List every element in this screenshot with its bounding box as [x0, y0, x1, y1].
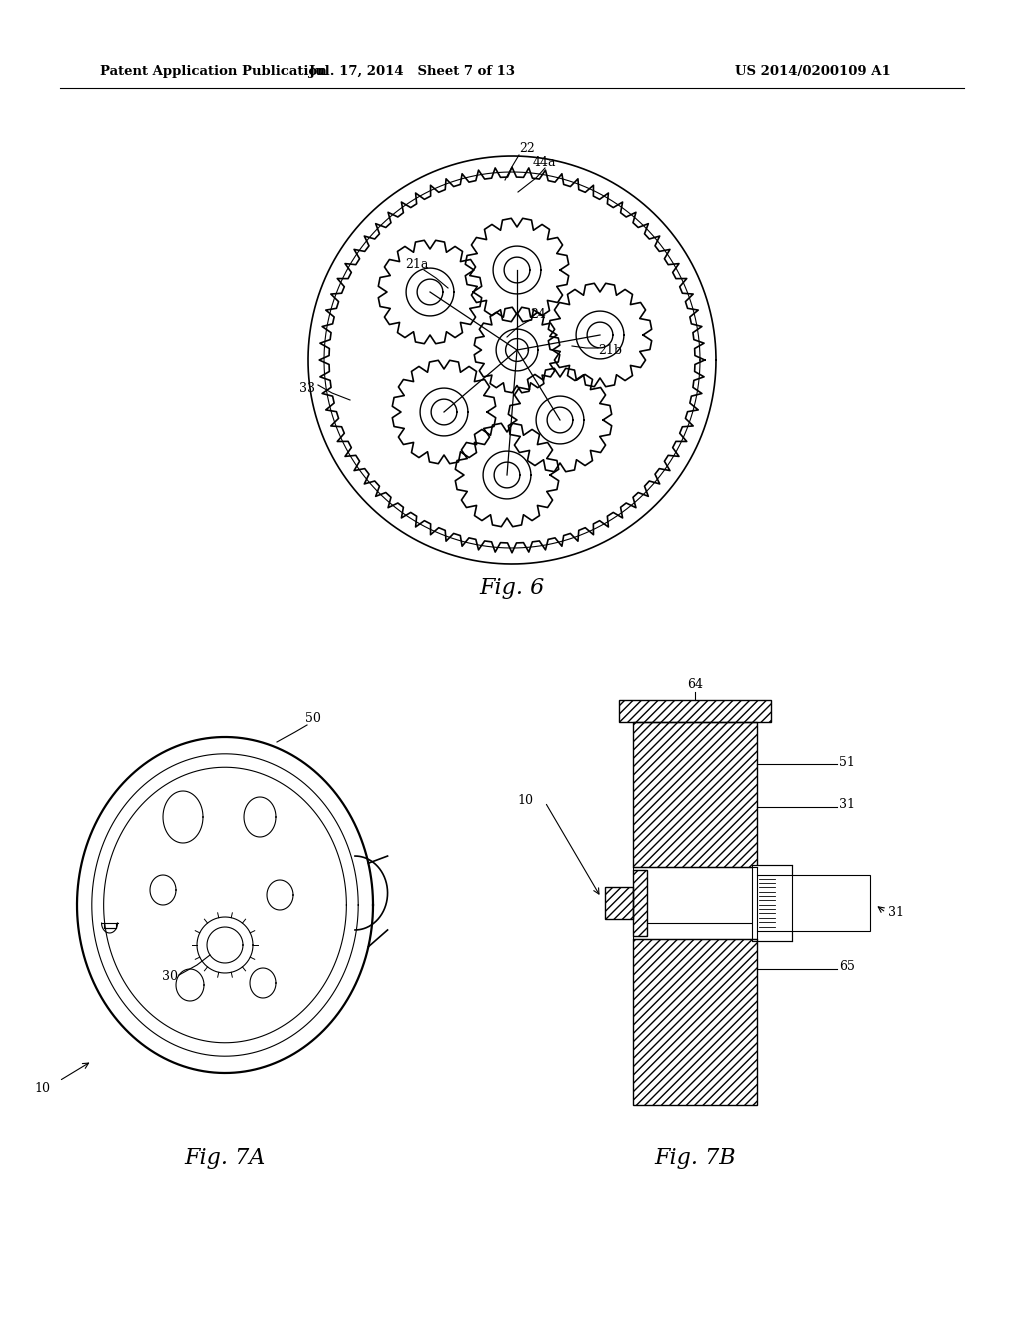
- Text: Fig. 6: Fig. 6: [479, 577, 545, 599]
- Text: 50: 50: [305, 713, 321, 726]
- Text: 22: 22: [519, 141, 535, 154]
- Text: 30: 30: [162, 970, 178, 983]
- Bar: [633, 939, 757, 1105]
- Text: 21b: 21b: [598, 343, 622, 356]
- Text: US 2014/0200109 A1: US 2014/0200109 A1: [735, 66, 891, 78]
- Text: 10: 10: [517, 793, 534, 807]
- Text: Fig. 7A: Fig. 7A: [184, 1147, 265, 1170]
- Text: 51: 51: [839, 755, 855, 768]
- Bar: [618, 700, 771, 722]
- Text: 41: 41: [839, 878, 855, 891]
- Text: 65: 65: [839, 960, 855, 973]
- Bar: [757, 874, 870, 931]
- Text: 44a: 44a: [534, 157, 556, 169]
- Text: 64: 64: [687, 677, 703, 690]
- Text: Patent Application Publication: Patent Application Publication: [100, 66, 327, 78]
- Bar: [752, 865, 792, 940]
- Text: Jul. 17, 2014   Sheet 7 of 13: Jul. 17, 2014 Sheet 7 of 13: [309, 66, 515, 78]
- Bar: [605, 887, 633, 919]
- Text: Fig. 7B: Fig. 7B: [654, 1147, 736, 1170]
- Text: 31: 31: [888, 906, 904, 919]
- Text: 52: 52: [839, 913, 855, 927]
- Text: 33: 33: [299, 381, 315, 395]
- Bar: [633, 722, 757, 866]
- Text: 21a: 21a: [406, 259, 428, 272]
- Text: 24: 24: [530, 309, 546, 322]
- Text: 10: 10: [34, 1081, 50, 1094]
- Bar: [633, 870, 647, 936]
- Text: 31: 31: [839, 799, 855, 812]
